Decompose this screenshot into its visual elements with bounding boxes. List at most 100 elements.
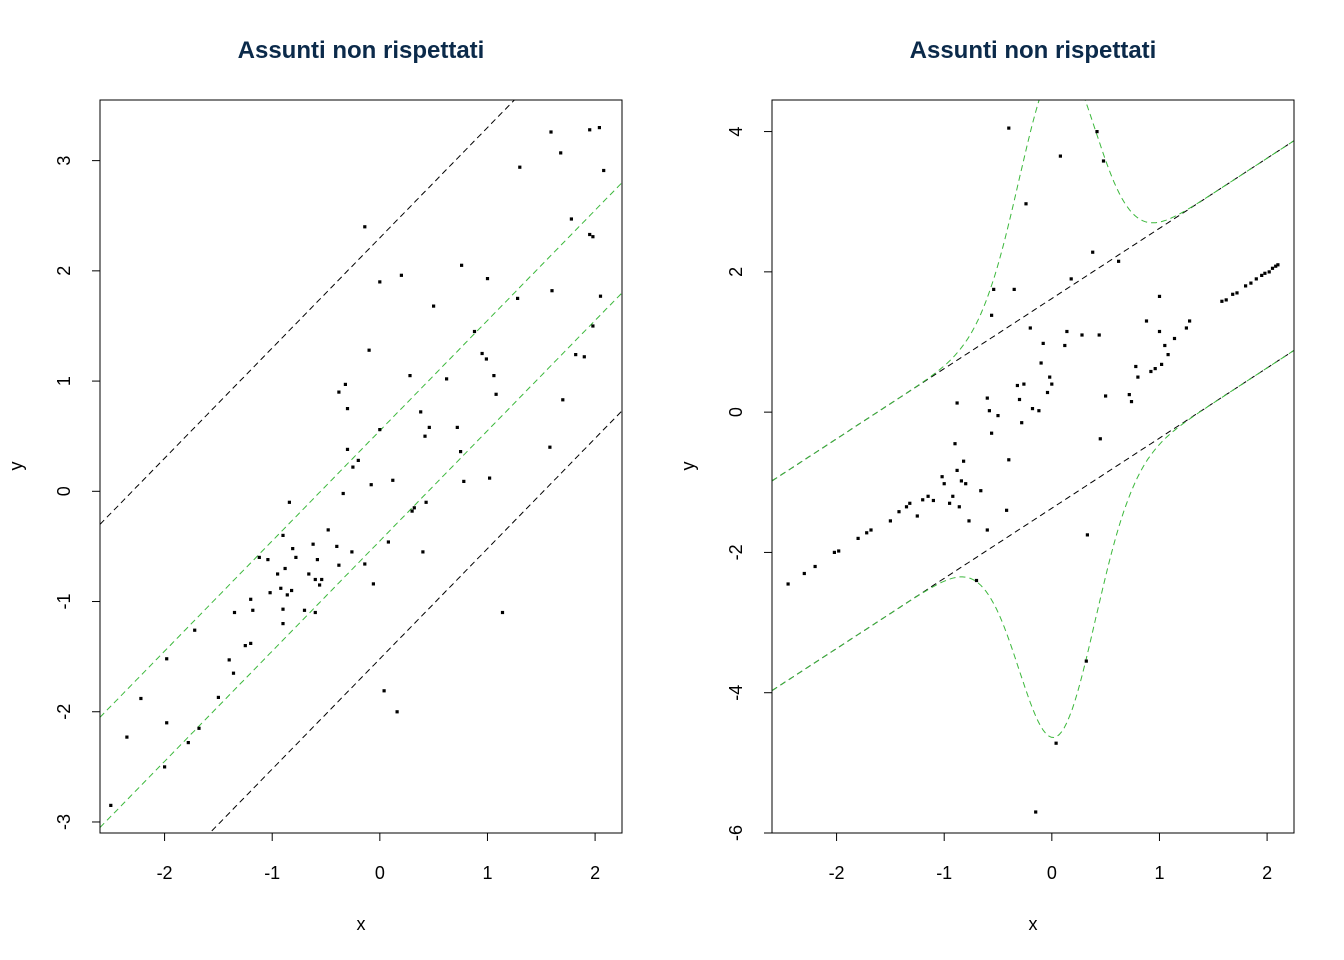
data-point <box>591 235 595 239</box>
data-point <box>1274 264 1278 268</box>
y-tick-label: -1 <box>54 593 74 609</box>
data-point <box>492 374 496 378</box>
data-point <box>974 578 979 583</box>
data-point <box>1172 336 1177 341</box>
data-point <box>1144 319 1149 323</box>
data-point <box>904 505 909 509</box>
data-point <box>802 571 806 576</box>
data-point <box>302 608 307 612</box>
data-point <box>1184 326 1188 330</box>
data-point <box>1254 277 1258 281</box>
data-point <box>386 540 390 544</box>
data-point <box>985 396 989 400</box>
data-point <box>276 572 280 576</box>
data-point <box>391 478 395 482</box>
y-tick-label: -2 <box>726 544 746 560</box>
data-point <box>423 434 427 438</box>
data-point <box>1030 407 1035 411</box>
data-point <box>488 476 492 480</box>
y-tick-label: -2 <box>54 704 74 720</box>
data-point <box>472 329 477 334</box>
data-point <box>419 410 423 414</box>
data-point <box>281 607 285 611</box>
data-point <box>287 500 291 504</box>
data-point <box>1136 375 1140 379</box>
data-point <box>459 450 463 454</box>
data-point <box>232 610 237 615</box>
data-point <box>1012 287 1016 291</box>
data-point <box>378 280 382 284</box>
y-tick-label: 3 <box>54 156 74 166</box>
panel-right: Assunti non rispettati -2 -1 0 1 2 -6 -4 -2 0 2 4… <box>678 37 1295 934</box>
data-point <box>1267 270 1271 274</box>
data-point <box>1045 390 1050 395</box>
y-axis-right: -6 -4 -2 0 2 4 <box>726 127 773 841</box>
data-point <box>1276 263 1280 267</box>
data-point <box>1160 362 1164 366</box>
data-point <box>549 130 553 134</box>
data-point <box>139 696 143 701</box>
data-point <box>908 501 912 505</box>
data-point <box>786 582 790 586</box>
y-axis-label-left: y <box>6 462 26 471</box>
data-point <box>307 572 311 576</box>
plot-frame-left <box>99 99 623 834</box>
data-point <box>1097 333 1101 337</box>
data-point <box>559 151 563 155</box>
data-point <box>351 465 355 469</box>
data-point <box>1024 202 1028 206</box>
data-point <box>480 351 484 356</box>
plot-frame-right <box>771 99 1295 834</box>
panel-left: Assunti non rispettati -2 -1 0 1 2 -3 -2 -1 0 1 2… <box>6 37 623 934</box>
data-point <box>832 550 836 554</box>
data-point <box>378 428 382 432</box>
points-right <box>786 126 1280 814</box>
data-point <box>109 803 113 807</box>
data-point <box>955 468 959 472</box>
data-point <box>369 483 373 487</box>
y-tick-label: 0 <box>54 486 74 496</box>
x-tick-label: -2 <box>157 863 173 883</box>
data-point <box>424 500 428 504</box>
data-point <box>591 324 595 328</box>
data-point <box>574 353 578 357</box>
data-point <box>1235 291 1239 295</box>
data-point <box>291 547 295 551</box>
data-point <box>1129 400 1134 404</box>
data-point <box>163 765 167 769</box>
data-point <box>1034 810 1038 814</box>
x-tick-label: -2 <box>829 863 845 883</box>
data-point <box>1127 393 1131 397</box>
data-point <box>1007 126 1011 130</box>
data-point <box>915 514 919 518</box>
data-point <box>356 458 360 462</box>
data-point <box>268 591 272 595</box>
x-axis-label-left: x <box>357 914 366 934</box>
data-point <box>345 447 350 451</box>
data-point <box>561 398 565 402</box>
data-point <box>281 533 285 537</box>
data-point <box>455 425 459 429</box>
data-point <box>1260 273 1264 277</box>
x-axis-label-right: x <box>1029 914 1038 934</box>
data-point <box>926 494 930 498</box>
green-dashed-line-1 <box>100 182 622 718</box>
x-tick-label: 2 <box>590 863 600 883</box>
data-point <box>485 277 490 281</box>
green-dashed-line-3 <box>772 349 1294 739</box>
data-point <box>363 562 367 566</box>
data-point <box>494 392 498 396</box>
data-point <box>940 475 944 479</box>
data-point <box>290 588 294 593</box>
data-point <box>231 671 236 675</box>
data-point <box>341 491 345 496</box>
data-point <box>985 528 989 532</box>
x-axis-right: -2 -1 0 1 2 <box>829 832 1272 883</box>
data-point <box>281 622 285 626</box>
data-point <box>125 735 129 739</box>
y-tick-label: 0 <box>726 407 746 417</box>
data-point <box>964 482 968 486</box>
data-point <box>243 644 247 648</box>
black-dashed-line-0 <box>100 100 516 525</box>
data-point <box>408 374 412 378</box>
